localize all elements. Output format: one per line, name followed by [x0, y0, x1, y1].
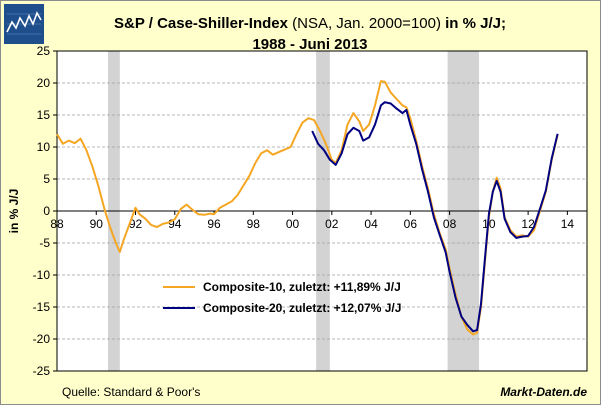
y-tick-label: 5	[43, 172, 50, 186]
y-tick-label: 10	[37, 140, 51, 154]
chart-logo-icon	[4, 4, 44, 44]
title-normal-part: (NSA, Jan. 2000=100)	[292, 15, 441, 32]
x-tick-label: 98	[247, 217, 261, 231]
x-tick-label: 88	[50, 217, 64, 231]
y-tick-label: 15	[37, 108, 51, 122]
legend-label-composite-10: Composite-10, zuletzt: +11,89% J/J	[203, 280, 401, 294]
y-tick-label: 25	[37, 44, 51, 58]
x-tick-label: 12	[521, 217, 535, 231]
x-tick-label: 08	[443, 217, 457, 231]
x-tick-label: 06	[404, 217, 418, 231]
y-tick-label: -10	[33, 268, 51, 282]
y-tick-label: -20	[33, 332, 51, 346]
x-tick-label: 96	[207, 217, 221, 231]
x-tick-label: 00	[286, 217, 300, 231]
source-note: Quelle: Standard & Poor's	[62, 385, 201, 399]
y-axis-label: in % J/J	[7, 189, 21, 234]
series-line-composite-20	[311, 101, 559, 333]
chart-title: S&P / Case-Shiller-Index (NSA, Jan. 2000…	[60, 13, 560, 55]
y-tick-label: -5	[39, 236, 50, 250]
y-tick-label: 20	[37, 76, 51, 90]
title-bold-part1: S&P / Case-Shiller-Index	[114, 15, 288, 32]
x-tick-label: 14	[561, 217, 575, 231]
x-tick-label: 04	[364, 217, 378, 231]
y-tick-label: -15	[33, 300, 51, 314]
title-bold-part2: in % J/J;	[445, 15, 506, 32]
legend-label-composite-20: Composite-20, zuletzt: +12,07% J/J	[203, 301, 401, 315]
x-tick-label: 90	[90, 217, 104, 231]
brand-label: Markt-Daten.de	[500, 385, 587, 399]
y-tick-label: -25	[33, 364, 51, 378]
x-tick-label: 02	[325, 217, 339, 231]
title-line2: 1988 - Juni 2013	[252, 36, 368, 53]
y-tick-label: 0	[43, 204, 50, 218]
x-tick-label: 92	[129, 217, 143, 231]
